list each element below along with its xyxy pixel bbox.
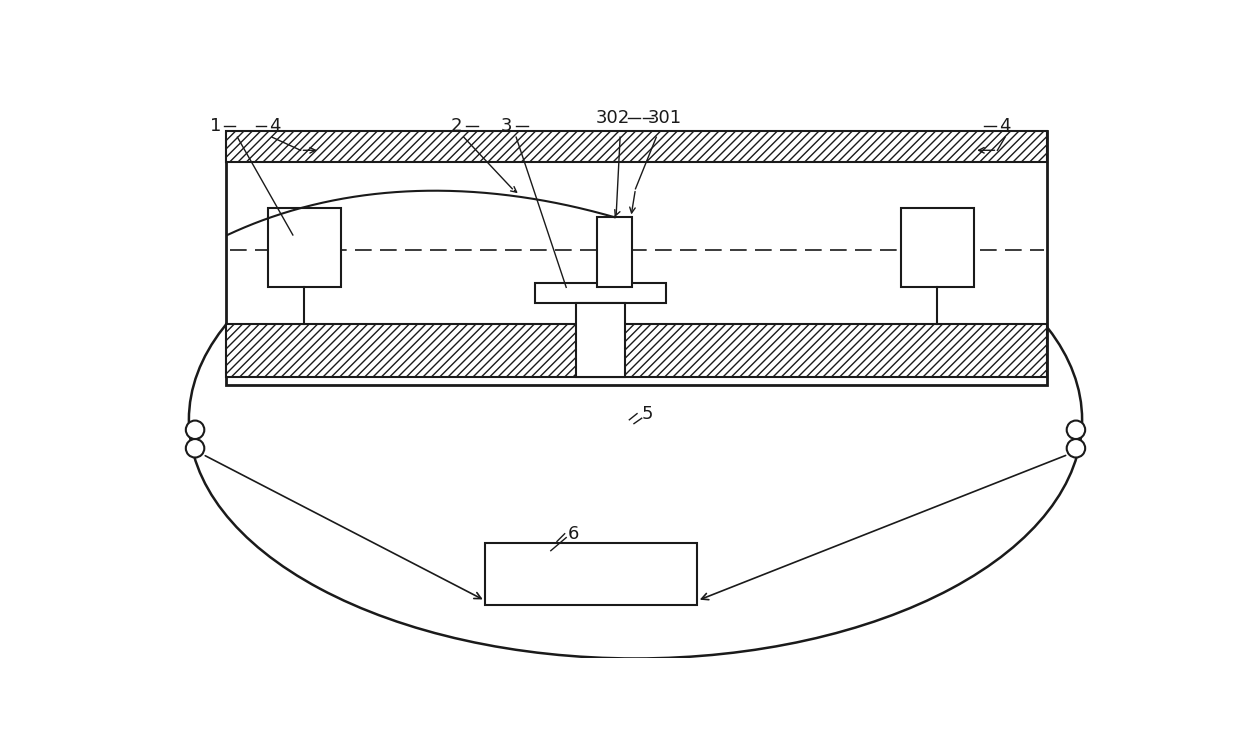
Text: 301: 301	[647, 109, 682, 127]
Circle shape	[186, 420, 205, 439]
Text: 6: 6	[568, 525, 579, 542]
Bar	[536, 284, 666, 303]
Text: 2: 2	[451, 117, 463, 134]
Bar	[577, 303, 625, 378]
Bar	[901, 208, 973, 287]
Circle shape	[186, 439, 205, 457]
Text: 4: 4	[269, 117, 281, 134]
Text: 1: 1	[210, 117, 222, 134]
Text: 3: 3	[501, 117, 512, 134]
Text: 5: 5	[641, 405, 652, 423]
Bar	[226, 131, 1048, 385]
Circle shape	[1066, 420, 1085, 439]
Circle shape	[1066, 439, 1085, 457]
Bar	[226, 131, 1048, 162]
Bar	[226, 324, 1048, 378]
Ellipse shape	[188, 181, 1083, 658]
Text: 4: 4	[999, 117, 1011, 134]
Text: 302: 302	[595, 109, 630, 127]
Bar	[596, 217, 632, 287]
Bar	[485, 543, 697, 605]
Bar	[268, 208, 341, 287]
